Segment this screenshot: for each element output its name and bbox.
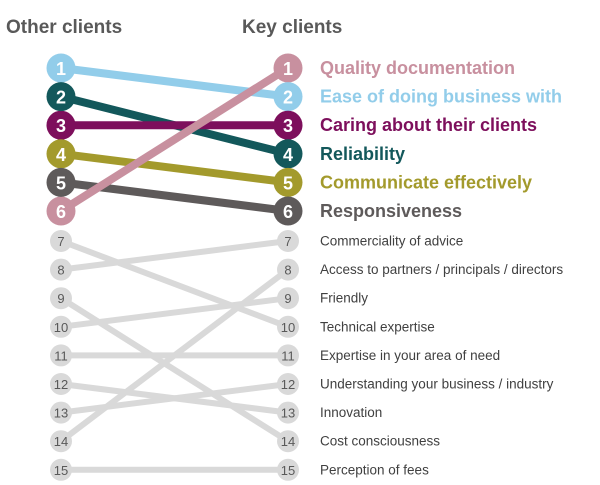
- right-rank-marker-5: [273, 167, 303, 197]
- left-rank-number-15: 15: [54, 463, 68, 478]
- category-label-1: Quality documentation: [320, 58, 515, 78]
- left-rank-number-8: 8: [57, 263, 64, 278]
- right-rank-marker-8: [277, 258, 299, 281]
- right-rank-number-9: 9: [284, 291, 291, 306]
- left-rank-number-11: 11: [54, 348, 68, 363]
- right-rank-number-8: 8: [284, 263, 291, 278]
- right-rank-number-6: 6: [283, 202, 293, 222]
- right-rank-marker-7: [277, 230, 299, 252]
- left-rank-number-2: 2: [56, 88, 66, 108]
- category-label-14: Cost consciousness: [320, 434, 440, 449]
- right-rank-number-15: 15: [281, 463, 295, 478]
- right-rank-number-3: 3: [283, 116, 293, 136]
- right-rank-number-1: 1: [283, 59, 293, 79]
- category-label-11: Expertise in your area of need: [320, 348, 500, 363]
- left-rank-marker-8: [50, 258, 72, 281]
- left-rank-number-9: 9: [57, 291, 64, 306]
- category-label-15: Perception of fees: [320, 462, 429, 477]
- slope-line-5: [57, 149, 292, 187]
- right-rank-marker-3: [273, 110, 303, 140]
- right-rank-number-13: 13: [281, 406, 295, 421]
- left-rank-marker-4: [46, 139, 76, 169]
- category-label-12: Understanding your business / industry: [320, 377, 554, 392]
- right-rank-number-14: 14: [281, 434, 295, 449]
- right-rank-number-10: 10: [281, 320, 295, 335]
- category-label-7: Commerciality of advice: [320, 234, 463, 249]
- slope-line-7: [58, 238, 291, 273]
- category-label-2: Ease of doing business with: [320, 87, 562, 107]
- left-rank-marker-10: [50, 315, 72, 338]
- left-rank-number-1: 1: [56, 59, 66, 79]
- left-rank-marker-1: [46, 53, 76, 83]
- left-rank-number-13: 13: [54, 406, 68, 421]
- right-rank-number-5: 5: [283, 173, 293, 193]
- right-rank-marker-14: [277, 430, 299, 453]
- right-rank-number-7: 7: [284, 234, 291, 249]
- category-label-6: Responsiveness: [320, 201, 462, 221]
- right-rank-marker-2: [273, 82, 303, 112]
- left-rank-marker-15: [50, 458, 72, 481]
- left-header: Other clients: [6, 17, 122, 38]
- category-label-13: Innovation: [320, 405, 382, 420]
- right-rank-number-2: 2: [283, 88, 293, 108]
- right-header: Key clients: [242, 17, 342, 38]
- left-rank-number-12: 12: [54, 377, 68, 392]
- left-rank-number-14: 14: [54, 434, 68, 449]
- right-rank-marker-15: [277, 458, 299, 481]
- right-rank-marker-11: [277, 344, 299, 367]
- right-rank-marker-12: [277, 373, 299, 395]
- right-rank-number-11: 11: [281, 348, 295, 363]
- left-rank-number-4: 4: [56, 145, 66, 165]
- slope-line-10: [58, 238, 291, 330]
- category-label-4: Reliability: [320, 144, 405, 164]
- right-rank-marker-13: [277, 401, 299, 424]
- left-rank-number-6: 6: [56, 202, 66, 222]
- left-rank-marker-3: [46, 110, 76, 140]
- left-rank-marker-6: [46, 196, 76, 226]
- right-rank-marker-4: [273, 139, 303, 169]
- left-rank-marker-7: [50, 230, 72, 252]
- category-label-3: Caring about their clients: [320, 115, 537, 135]
- left-rank-marker-12: [50, 373, 72, 395]
- right-rank-marker-6: [273, 196, 303, 226]
- labels: Quality documentation Ease of doing busin…: [320, 58, 563, 477]
- right-rank-marker-1: [273, 53, 303, 83]
- left-rank-number-7: 7: [57, 234, 64, 249]
- category-label-10: Technical expertise: [320, 319, 435, 334]
- left-rank-marker-9: [50, 287, 72, 310]
- left-rank-marker-2: [46, 82, 76, 112]
- left-rank-number-10: 10: [54, 320, 68, 335]
- left-rank-marker-5: [46, 167, 76, 197]
- left-rank-marker-11: [50, 344, 72, 367]
- left-rank-number-3: 3: [56, 116, 66, 136]
- left-rank-marker-14: [50, 430, 72, 453]
- right-rank-number-4: 4: [283, 145, 293, 165]
- lines-low: [58, 238, 291, 473]
- right-rank-marker-9: [277, 287, 299, 310]
- left-rank-number-5: 5: [56, 173, 66, 193]
- lines-top: [57, 64, 292, 215]
- slope-line-13: [58, 381, 291, 416]
- left-rank-marker-13: [50, 401, 72, 424]
- right-rank-marker-10: [277, 315, 299, 338]
- category-label-5: Communicate effectively: [320, 172, 532, 192]
- right-rank-number-12: 12: [281, 377, 295, 392]
- category-label-9: Friendly: [320, 291, 368, 306]
- slope-line-1: [57, 64, 292, 215]
- slope-line-14: [58, 295, 291, 445]
- category-label-8: Access to partners / principals / direct…: [320, 262, 563, 277]
